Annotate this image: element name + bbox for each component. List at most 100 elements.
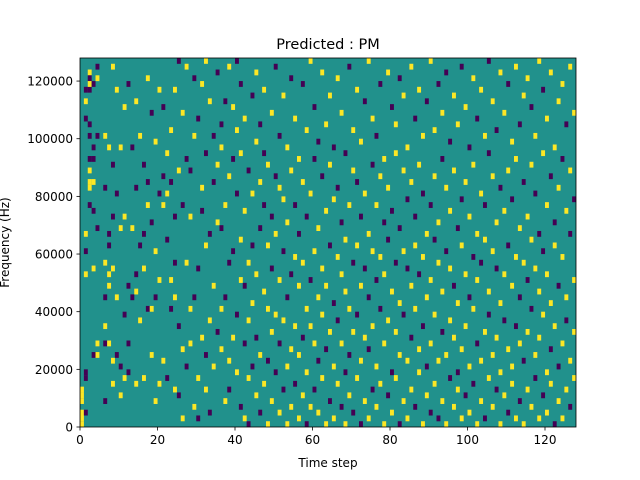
heatmap-cell xyxy=(87,81,92,87)
heatmap-cell xyxy=(169,277,174,283)
heatmap-cell xyxy=(316,357,321,364)
heatmap-cell xyxy=(242,282,247,289)
heatmap-cell xyxy=(320,375,325,381)
heatmap-cell xyxy=(564,294,569,301)
x-tick-label: 0 xyxy=(76,433,84,447)
heatmap-cell xyxy=(312,386,317,393)
heatmap-cell xyxy=(145,75,150,82)
heatmap-cell xyxy=(211,282,216,289)
heatmap-cell xyxy=(564,317,569,324)
heatmap-cell xyxy=(455,386,460,393)
heatmap-cell xyxy=(525,277,530,283)
heatmap-cell xyxy=(258,409,263,416)
heatmap-cell xyxy=(83,98,88,105)
heatmap-cell xyxy=(153,138,158,145)
heatmap-cell xyxy=(479,86,484,93)
heatmap-cell xyxy=(277,184,282,191)
heatmap-cell xyxy=(204,58,208,64)
heatmap-cell xyxy=(374,403,379,410)
heatmap-cell xyxy=(355,86,360,93)
heatmap-cell xyxy=(421,254,425,260)
heatmap-cell xyxy=(537,288,542,295)
heatmap-cell xyxy=(184,63,189,70)
heatmap-cell xyxy=(122,213,127,220)
heatmap-cell xyxy=(510,138,515,145)
heatmap-cell xyxy=(304,127,309,134)
heatmap-cell xyxy=(196,375,201,381)
heatmap-cell xyxy=(343,150,348,157)
heatmap-cell xyxy=(521,92,526,99)
heatmap-cell xyxy=(351,259,356,266)
heatmap-cell xyxy=(157,277,162,283)
heatmap-cell xyxy=(266,421,270,428)
heatmap-cell xyxy=(378,81,383,87)
heatmap-cell xyxy=(149,109,154,116)
heatmap-cell xyxy=(87,167,92,174)
heatmap-cell xyxy=(572,196,577,203)
heatmap-cell xyxy=(455,225,460,232)
heatmap-cell xyxy=(300,81,305,87)
heatmap-cell xyxy=(300,392,305,399)
heatmap-cell xyxy=(475,340,480,347)
heatmap-cell xyxy=(87,121,92,128)
heatmap-cell xyxy=(114,86,119,93)
y-axis-ticks: 0 20000 40000 60000 80000 100000 120000 xyxy=(27,75,80,435)
heatmap-cell xyxy=(564,121,569,128)
heatmap-cell xyxy=(413,242,418,249)
heatmap-cell xyxy=(114,352,119,358)
heatmap-cell xyxy=(428,58,433,64)
heatmap-cell xyxy=(510,380,515,387)
heatmap-cell xyxy=(126,282,131,289)
heatmap-cell xyxy=(525,75,530,82)
heatmap-cell xyxy=(258,121,263,128)
heatmap-cell xyxy=(374,363,379,370)
heatmap-cell xyxy=(494,265,499,272)
heatmap-cell xyxy=(455,121,460,128)
heatmap-cell xyxy=(506,409,511,416)
x-axis-label: Time step xyxy=(297,456,357,470)
heatmap-cell xyxy=(471,305,476,312)
heatmap-cell xyxy=(405,265,410,272)
heatmap-cell xyxy=(227,63,232,70)
heatmap-cell xyxy=(541,392,546,399)
heatmap-cell xyxy=(393,328,398,335)
heatmap-cell xyxy=(289,75,294,82)
heatmap-cell xyxy=(200,207,205,214)
heatmap-cell xyxy=(467,294,472,301)
heatmap-cell xyxy=(312,248,317,255)
heatmap-cell xyxy=(572,277,577,283)
heatmap-cell xyxy=(459,415,464,422)
heatmap-cell xyxy=(118,363,123,370)
heatmap-cell xyxy=(444,184,449,191)
heatmap-cell xyxy=(382,156,387,162)
heatmap-cell xyxy=(467,409,472,416)
heatmap-cell xyxy=(378,254,383,260)
heatmap-cell xyxy=(541,150,546,157)
heatmap-cell xyxy=(529,161,534,168)
heatmap-cell xyxy=(173,86,177,93)
heatmap-cell xyxy=(475,115,480,122)
heatmap-cell xyxy=(316,409,321,416)
heatmap-cell xyxy=(560,254,565,260)
heatmap-cell xyxy=(343,288,348,295)
heatmap-cell xyxy=(269,109,274,116)
heatmap-cell xyxy=(308,403,313,410)
heatmap-cell xyxy=(231,334,236,341)
heatmap-cell xyxy=(312,156,317,162)
heatmap-cell xyxy=(374,202,379,208)
heatmap-cell xyxy=(231,156,236,162)
heatmap-cell xyxy=(366,230,371,237)
heatmap-cell xyxy=(153,294,158,301)
heatmap-cell xyxy=(103,259,108,266)
heatmap-cell xyxy=(273,173,278,180)
heatmap-cell xyxy=(227,259,232,266)
heatmap-cell xyxy=(552,219,557,226)
heatmap-cell xyxy=(436,357,441,364)
heatmap-cell xyxy=(207,317,212,324)
heatmap-cell xyxy=(250,363,255,370)
heatmap-cell xyxy=(421,132,425,139)
heatmap-cell xyxy=(335,317,340,324)
heatmap-cell xyxy=(246,421,251,428)
heatmap-cell xyxy=(281,386,286,393)
x-tick-label: 60 xyxy=(305,433,320,447)
